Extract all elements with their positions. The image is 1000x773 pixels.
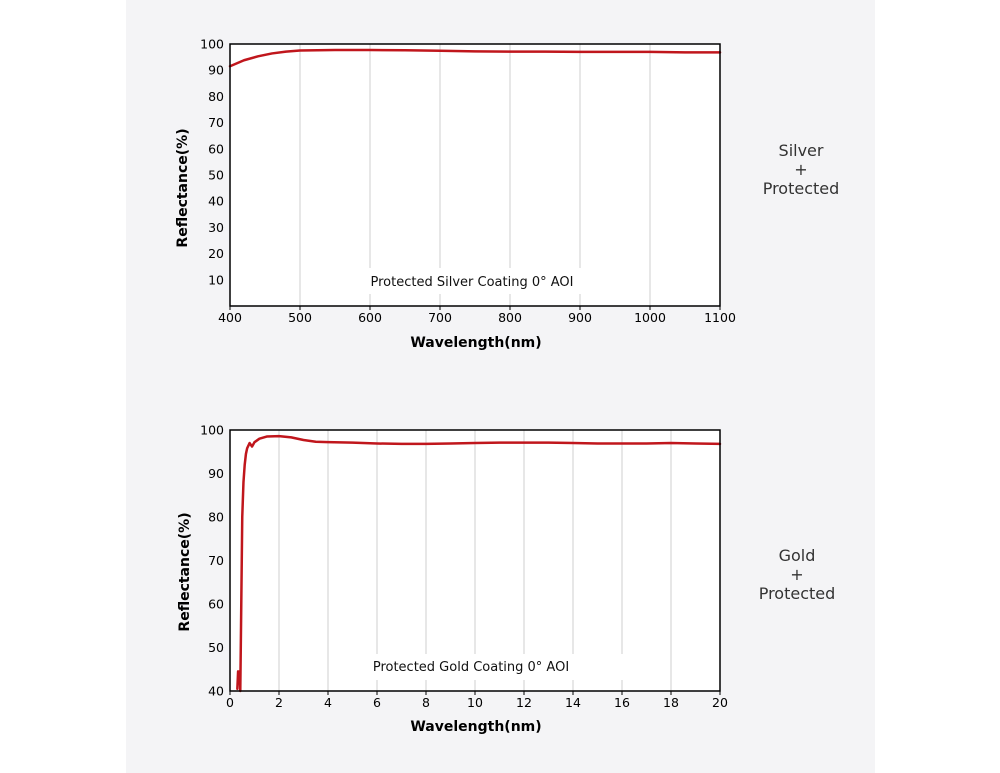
x-tick-label: 900 (568, 310, 592, 325)
y-tick-label: 40 (208, 684, 224, 699)
y-tick-label: 90 (208, 466, 224, 481)
plot-frame (229, 429, 721, 692)
y-tick-label: 100 (200, 423, 224, 438)
silver-label-line2: + (794, 160, 808, 179)
grid-lines (299, 44, 651, 306)
y-tick-label: 40 (208, 194, 224, 209)
x-tick-label: 700 (428, 310, 452, 325)
x-tick-label: 0 (226, 695, 234, 710)
x-axis-ticks: 0 2 4 6 8 10 12 14 16 18 20 (226, 691, 728, 710)
grid-lines (278, 430, 672, 691)
x-tick-label: 4 (324, 695, 332, 710)
y-tick-label: 20 (208, 246, 224, 261)
y-tick-label: 50 (208, 640, 224, 655)
reflectance-curve (228, 48, 722, 68)
x-tick-label: 400 (218, 310, 242, 325)
x-axis-label: Wavelength(nm) (410, 335, 541, 351)
y-tick-label: 30 (208, 220, 224, 235)
x-tick-label: 14 (565, 695, 581, 710)
y-tick-label: 70 (208, 553, 224, 568)
x-tick-label: 8 (422, 695, 430, 710)
y-tick-label: 10 (208, 272, 224, 287)
gold-label-line3: Protected (758, 584, 836, 603)
silver-label-line3: Protected (762, 179, 840, 198)
gold-protected-label: Gold + Protected (727, 546, 867, 603)
annotation-background (352, 268, 627, 294)
x-tick-label: 800 (498, 310, 522, 325)
chart-annotation: Protected Silver Coating 0° AOI (371, 275, 574, 290)
x-tick-label: 500 (288, 310, 312, 325)
silver-protected-label: Silver + Protected (731, 141, 871, 198)
y-axis-ticks: 40 50 60 70 80 90 100 (200, 423, 224, 699)
x-tick-label: 1000 (634, 310, 666, 325)
y-axis-label: Reflectance(%) (177, 512, 193, 631)
silver-label-line1: Silver (778, 141, 824, 160)
y-tick-label: 80 (208, 510, 224, 525)
x-tick-label: 16 (614, 695, 630, 710)
y-tick-label: 60 (208, 597, 224, 612)
chart-annotation: Protected Gold Coating 0° AOI (373, 660, 569, 675)
x-tick-label: 6 (373, 695, 381, 710)
reflectance-curve (236, 434, 722, 693)
x-tick-label: 1100 (704, 310, 736, 325)
x-axis-label: Wavelength(nm) (410, 719, 541, 735)
y-axis-label: Reflectance(%) (175, 128, 191, 247)
y-tick-label: 50 (208, 168, 224, 183)
y-tick-label: 70 (208, 115, 224, 130)
x-tick-label: 10 (467, 695, 483, 710)
y-tick-label: 60 (208, 141, 224, 156)
silver-chart-svg: 10 20 30 40 50 60 70 80 90 100 400 500 600 700 800 900… (175, 37, 736, 352)
x-tick-label: 600 (358, 310, 382, 325)
annotation-background (355, 654, 625, 680)
y-tick-label: 80 (208, 89, 224, 104)
plot-area (230, 44, 720, 306)
y-tick-label: 90 (208, 63, 224, 78)
plot-frame (229, 43, 721, 307)
x-axis-ticks: 400 500 600 700 800 900 1000 1100 (218, 306, 736, 325)
gold-label-line1: Gold (778, 546, 816, 565)
y-axis-ticks: 10 20 30 40 50 60 70 80 90 100 (200, 37, 224, 288)
x-tick-label: 12 (516, 695, 532, 710)
x-tick-label: 18 (663, 695, 679, 710)
x-tick-label: 2 (275, 695, 283, 710)
y-tick-label: 100 (200, 37, 224, 52)
gold-label-line2: + (790, 565, 804, 584)
x-tick-label: 20 (712, 695, 728, 710)
